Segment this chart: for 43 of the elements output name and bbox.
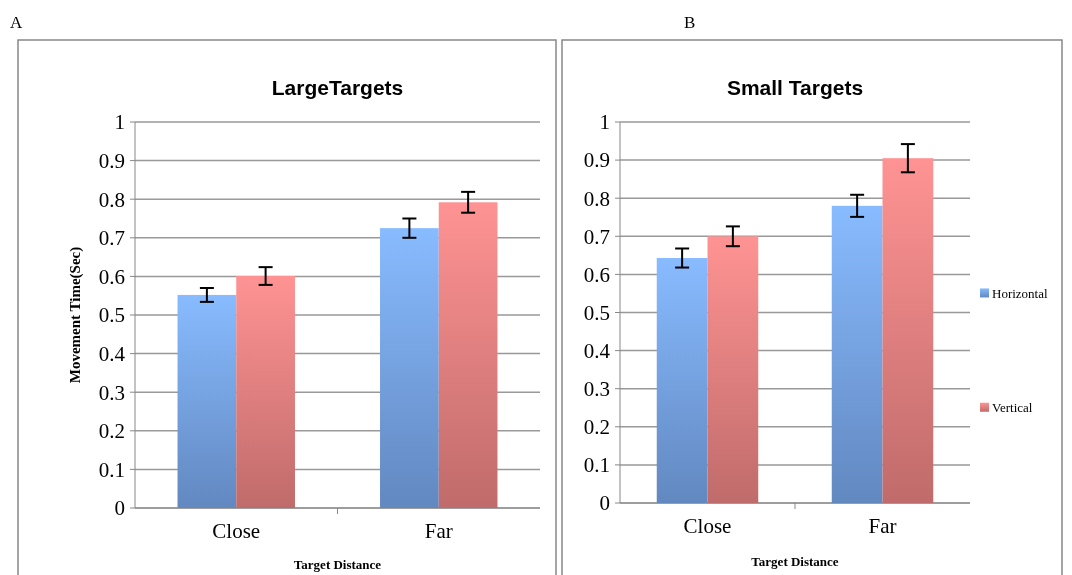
- y-tick-label: 0.1: [98, 457, 125, 482]
- y-tick-label: 0.6: [98, 264, 125, 289]
- y-tick-label: 0: [599, 491, 610, 516]
- y-axis-title: Movement Time(Sec): [67, 246, 84, 384]
- bar: [236, 276, 295, 508]
- bar: [177, 294, 237, 508]
- x-axis-title: Target Distance: [293, 557, 382, 572]
- y-tick-label: 0.8: [98, 187, 125, 212]
- legend-label: Horizontal: [992, 286, 1048, 301]
- text: A: [10, 13, 23, 32]
- y-tick-label: 1: [114, 110, 125, 135]
- text: B: [684, 13, 696, 32]
- y-tick-label: 0.7: [583, 224, 610, 249]
- y-tick-label: 0.8: [583, 186, 610, 211]
- x-tick-label: Close: [683, 514, 732, 538]
- y-tick-label: 0.3: [583, 377, 610, 402]
- y-tick-label: 0.6: [583, 262, 610, 287]
- bar: [831, 205, 883, 503]
- y-tick-label: 1: [599, 110, 610, 135]
- bar: [882, 158, 934, 503]
- y-tick-label: 0: [114, 496, 125, 521]
- y-tick-label: 0.2: [98, 419, 125, 444]
- y-tick-label: 0.9: [583, 148, 610, 173]
- y-tick-label: 0.9: [98, 148, 125, 173]
- chart-title: LargeTargets: [271, 76, 404, 99]
- bar: [656, 258, 708, 503]
- x-tick-label: Far: [424, 519, 453, 543]
- bar: [707, 236, 759, 503]
- legend-label: Vertical: [992, 400, 1033, 416]
- y-tick-label: 0.2: [583, 415, 610, 440]
- y-tick-label: 0.3: [98, 380, 125, 405]
- y-tick-label: 0.5: [98, 303, 125, 328]
- bar: [380, 228, 439, 508]
- y-tick-label: 0.4: [583, 338, 611, 363]
- y-tick-label: 0.4: [98, 341, 126, 366]
- y-tick-label: 0.7: [98, 226, 125, 251]
- bar: [438, 202, 498, 508]
- y-tick-label: 0.1: [583, 453, 610, 478]
- x-tick-label: Close: [212, 519, 261, 543]
- x-tick-label: Far: [868, 514, 897, 538]
- x-axis-title: Target Distance: [751, 554, 839, 569]
- chart-title: Small Targets: [726, 76, 864, 99]
- y-tick-label: 0.5: [583, 300, 610, 325]
